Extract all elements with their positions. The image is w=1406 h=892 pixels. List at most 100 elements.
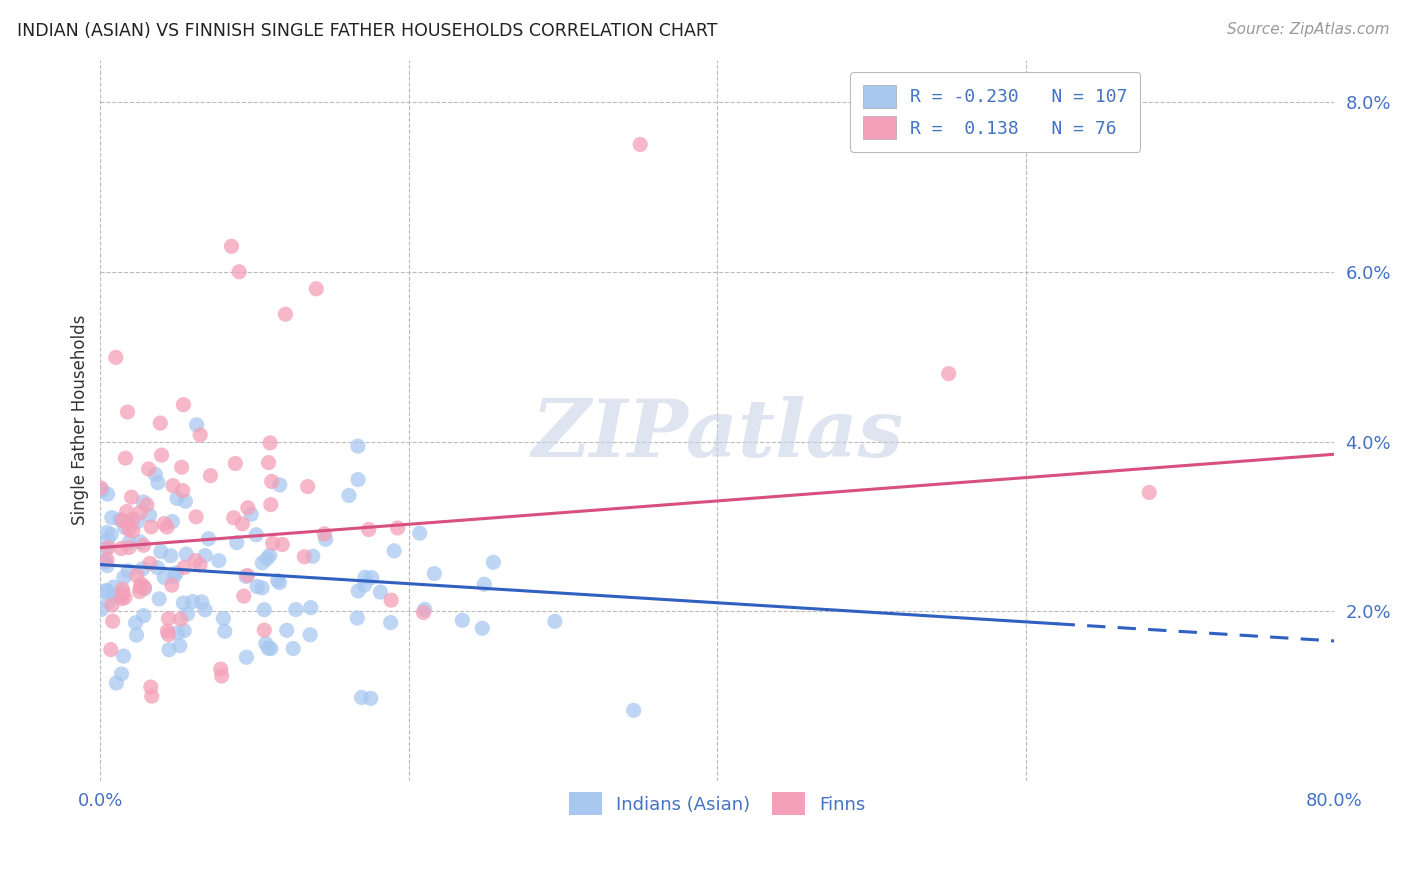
Point [134,580,156,594]
Point [246,580,269,594]
Point [134,582,156,596]
Point [96,553,118,567]
Point [104,351,127,365]
Point [150,448,173,462]
Point [110,667,132,681]
Point [190,595,212,609]
Legend: Indians (Asian), Finns: Indians (Asian), Finns [558,781,876,826]
Point [141,689,163,703]
Point [228,265,250,279]
Point [94,584,117,599]
Point [127,515,149,529]
Point [100,642,122,657]
Point [111,582,134,597]
Point [125,568,148,582]
Point [125,628,148,642]
Point [157,611,180,625]
Point [129,580,152,594]
Point [172,483,194,498]
Point [94,555,117,569]
Point [360,571,382,585]
Point [139,557,162,571]
Point [360,691,382,706]
Point [162,478,184,492]
Point [350,690,373,705]
Point [252,556,274,570]
Point [281,641,304,656]
Point [121,490,143,504]
Point [354,570,377,584]
Point [122,512,145,526]
Point [160,578,183,592]
Point [301,549,323,564]
Point [274,307,297,321]
Point [254,636,277,650]
Point [269,478,291,492]
Point [90,602,112,616]
Point [101,510,124,524]
Point [117,564,139,578]
Point [1137,485,1160,500]
Point [370,585,392,599]
Point [262,536,284,550]
Point [260,475,283,489]
Point [250,581,273,595]
Point [156,520,179,534]
Point [214,624,236,639]
Point [132,608,155,623]
Point [174,547,197,561]
Point [181,594,204,608]
Point [382,544,405,558]
Point [129,505,152,519]
Point [173,624,195,638]
Point [148,591,170,606]
Point [90,483,112,498]
Point [299,600,322,615]
Point [235,650,257,665]
Point [245,527,267,541]
Point [315,532,337,546]
Point [235,569,257,583]
Point [173,560,195,574]
Point [149,544,172,558]
Point [97,595,120,609]
Point [188,428,211,442]
Point [111,513,134,527]
Point [131,562,153,576]
Y-axis label: Single Father Households: Single Father Households [72,315,89,525]
Point [153,570,176,584]
Point [236,500,259,515]
Point [186,417,208,432]
Point [129,535,152,549]
Point [269,575,291,590]
Point [163,570,186,584]
Point [112,649,135,664]
Point [135,498,157,512]
Point [101,614,124,628]
Point [118,541,141,555]
Point [225,535,247,549]
Point [221,239,243,253]
Point [353,578,375,592]
Point [284,602,307,616]
Point [146,475,169,490]
Point [110,591,132,606]
Point [153,516,176,531]
Point [240,508,263,522]
Point [149,416,172,430]
Point [166,626,188,640]
Point [145,467,167,482]
Point [141,520,163,534]
Point [170,460,193,475]
Point [118,535,141,549]
Point [114,591,136,605]
Point [157,642,180,657]
Point [184,553,207,567]
Point [423,566,446,581]
Point [117,405,139,419]
Point [413,602,436,616]
Point [305,282,328,296]
Point [200,468,222,483]
Point [132,538,155,552]
Point [121,524,143,538]
